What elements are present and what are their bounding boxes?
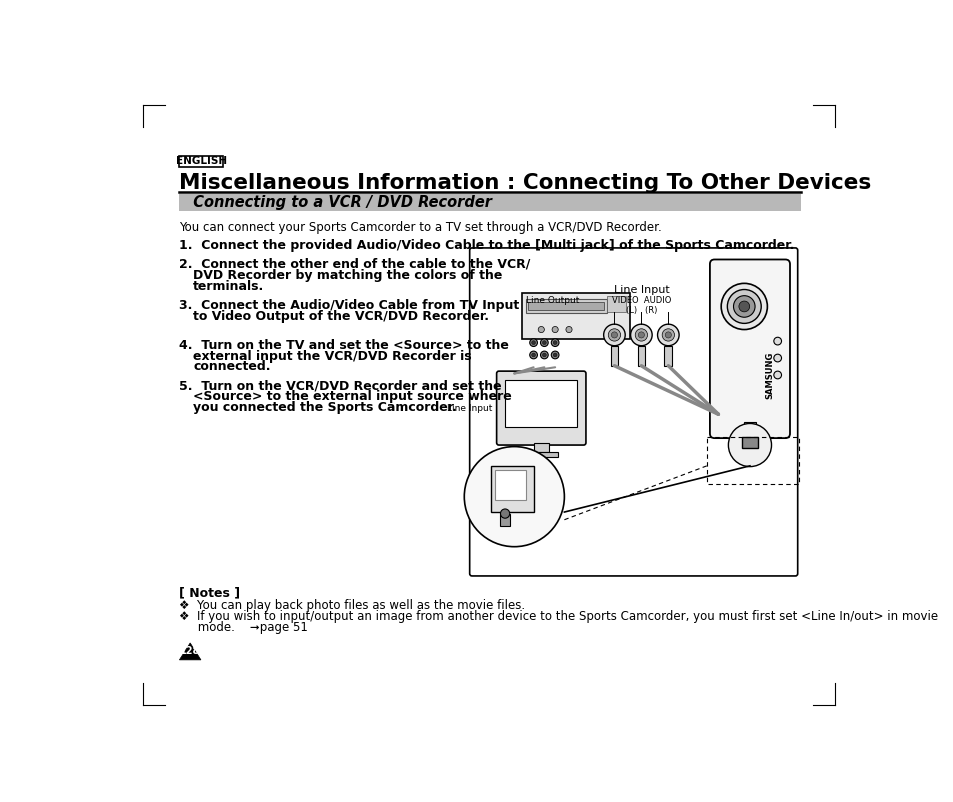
Bar — [528, 302, 603, 310]
Text: connected.: connected. — [193, 360, 271, 374]
Text: You can connect your Sports Camcorder to a TV set through a VCR/DVD Recorder.: You can connect your Sports Camcorder to… — [179, 221, 661, 234]
Text: Line Input: Line Input — [447, 403, 493, 412]
Circle shape — [551, 351, 558, 358]
Circle shape — [529, 351, 537, 358]
Circle shape — [542, 353, 546, 357]
Circle shape — [540, 351, 548, 358]
Circle shape — [739, 301, 749, 312]
Circle shape — [726, 290, 760, 323]
Bar — [521, 293, 629, 338]
Text: VIDEO  AUDIO: VIDEO AUDIO — [611, 297, 670, 306]
Circle shape — [608, 329, 620, 341]
Circle shape — [657, 324, 679, 346]
Text: [ Notes ]: [ Notes ] — [179, 587, 240, 600]
Circle shape — [464, 447, 564, 547]
Circle shape — [773, 338, 781, 345]
Bar — [706, 437, 799, 484]
Bar — [491, 466, 533, 512]
Bar — [500, 513, 509, 526]
Text: ❖  You can play back photo files as well as the movie files.: ❖ You can play back photo files as well … — [179, 599, 525, 612]
Bar — [179, 156, 223, 167]
Bar — [504, 379, 577, 427]
Circle shape — [611, 332, 617, 338]
Circle shape — [551, 338, 558, 346]
Bar — [495, 470, 525, 500]
Bar — [524, 452, 558, 456]
Bar — [525, 299, 606, 313]
Text: SAMSUNG: SAMSUNG — [764, 352, 774, 399]
Circle shape — [773, 371, 781, 379]
Circle shape — [552, 326, 558, 333]
Bar — [533, 443, 548, 452]
Text: terminals.: terminals. — [193, 280, 264, 293]
Text: (L)   (R): (L) (R) — [625, 306, 657, 314]
Text: Line Input: Line Input — [613, 285, 669, 295]
Text: mode.    ➞page 51: mode. ➞page 51 — [179, 621, 308, 634]
FancyBboxPatch shape — [469, 248, 797, 576]
Text: <Source> to the external input source where: <Source> to the external input source wh… — [193, 391, 512, 403]
Bar — [664, 346, 672, 366]
Circle shape — [728, 423, 771, 467]
Circle shape — [531, 353, 535, 357]
Circle shape — [720, 283, 766, 330]
Bar — [179, 194, 800, 211]
Polygon shape — [179, 643, 201, 660]
Text: 4.  Turn on the TV and set the <Source> to the: 4. Turn on the TV and set the <Source> t… — [179, 338, 509, 352]
Circle shape — [540, 338, 548, 346]
Circle shape — [500, 509, 509, 518]
Text: to Video Output of the VCR/DVD Recorder.: to Video Output of the VCR/DVD Recorder. — [193, 310, 489, 322]
Text: ❖  If you wish to input/output an image from another device to the Sports Camcor: ❖ If you wish to input/output an image f… — [179, 610, 938, 623]
Circle shape — [664, 332, 671, 338]
Bar — [741, 437, 757, 448]
Circle shape — [565, 326, 572, 333]
Bar — [610, 346, 618, 366]
Text: you connected the Sports Camcorder.: you connected the Sports Camcorder. — [193, 401, 456, 414]
Text: Connecting to a VCR / DVD Recorder: Connecting to a VCR / DVD Recorder — [183, 195, 492, 210]
Text: Line Output: Line Output — [525, 297, 578, 306]
Text: ENGLISH: ENGLISH — [176, 156, 227, 166]
Circle shape — [661, 329, 674, 341]
Circle shape — [553, 353, 557, 357]
Circle shape — [531, 341, 535, 345]
Circle shape — [638, 332, 644, 338]
FancyBboxPatch shape — [709, 260, 789, 438]
Circle shape — [630, 324, 652, 346]
Text: DVD Recorder by matching the colors of the: DVD Recorder by matching the colors of t… — [193, 269, 502, 282]
Text: 1.  Connect the provided Audio/Video Cable to the [Multi jack] of the Sports Cam: 1. Connect the provided Audio/Video Cabl… — [179, 239, 794, 252]
Bar — [637, 346, 644, 366]
Bar — [606, 297, 625, 312]
Text: 3.  Connect the Audio/Video Cable from TV Input: 3. Connect the Audio/Video Cable from TV… — [179, 299, 519, 312]
Text: external input the VCR/DVD Recorder is: external input the VCR/DVD Recorder is — [193, 350, 472, 363]
Circle shape — [542, 341, 546, 345]
Circle shape — [537, 326, 544, 333]
Text: 128: 128 — [180, 646, 200, 656]
Circle shape — [773, 354, 781, 362]
Circle shape — [733, 296, 754, 318]
Circle shape — [553, 341, 557, 345]
Circle shape — [529, 338, 537, 346]
FancyBboxPatch shape — [497, 371, 585, 445]
Circle shape — [635, 329, 647, 341]
Circle shape — [603, 324, 624, 346]
Text: 2.  Connect the other end of the cable to the VCR/: 2. Connect the other end of the cable to… — [179, 258, 530, 271]
Text: 5.  Turn on the VCR/DVD Recorder and set the: 5. Turn on the VCR/DVD Recorder and set … — [179, 379, 501, 393]
Bar — [743, 422, 756, 430]
Text: Miscellaneous Information : Connecting To Other Devices: Miscellaneous Information : Connecting T… — [179, 173, 871, 193]
